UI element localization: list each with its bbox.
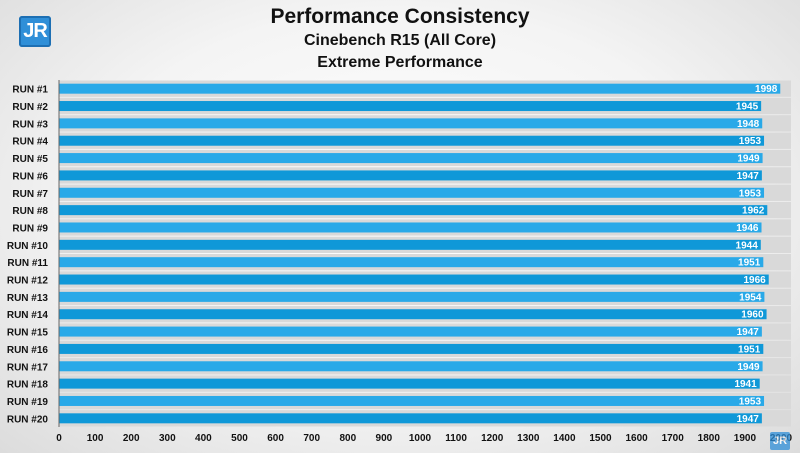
x-tick-label: 400 (195, 433, 212, 444)
jr-watermark: JR (770, 432, 790, 450)
x-tick-label: 1200 (481, 433, 504, 444)
chart-subtitle-mode: Extreme Performance (317, 54, 483, 71)
data-label: 1998 (755, 84, 778, 95)
data-label: 1947 (737, 171, 760, 182)
data-label: 1966 (743, 275, 766, 286)
bar (59, 309, 767, 320)
data-label: 1953 (739, 136, 762, 147)
x-tick-label: 1400 (553, 433, 576, 444)
category-label: RUN #19 (7, 397, 49, 408)
category-label: RUN #12 (7, 276, 49, 287)
x-tick-label: 200 (123, 433, 140, 444)
x-tick-label: 500 (231, 433, 248, 444)
category-label: RUN #17 (7, 362, 49, 373)
data-label: 1944 (736, 240, 759, 251)
bar (59, 343, 764, 354)
category-label: RUN #15 (7, 328, 49, 339)
category-label: RUN #5 (12, 154, 48, 165)
category-label: RUN #18 (7, 380, 49, 391)
data-label: 1945 (736, 102, 759, 113)
data-label: 1947 (737, 327, 760, 338)
x-tick-label: 700 (303, 433, 320, 444)
bar (59, 170, 762, 181)
x-tick-label: 1800 (698, 433, 721, 444)
bar (59, 291, 765, 302)
data-label: 1960 (741, 310, 764, 321)
data-label: 1948 (737, 119, 760, 130)
x-tick-label: 1500 (589, 433, 612, 444)
bar (59, 187, 765, 198)
data-label: 1951 (738, 344, 761, 355)
x-tick-label: 100 (87, 433, 104, 444)
category-label: RUN #8 (12, 206, 48, 217)
category-label: RUN #9 (12, 223, 48, 234)
x-tick-label: 800 (339, 433, 356, 444)
category-label: RUN #16 (7, 345, 49, 356)
x-tick-label: 1000 (409, 433, 432, 444)
data-label: 1953 (739, 396, 762, 407)
category-label: RUN #4 (12, 137, 48, 148)
bar (59, 395, 765, 406)
bar (59, 378, 760, 389)
x-tick-label: 300 (159, 433, 176, 444)
x-tick-label: 1900 (734, 433, 757, 444)
x-tick-label: 0 (56, 433, 62, 444)
x-tick-label: 1100 (445, 433, 467, 444)
bar (59, 274, 769, 285)
x-tick-label: 900 (376, 433, 393, 444)
jr-logo: JR (19, 16, 51, 47)
data-label: 1962 (742, 206, 765, 217)
x-tick-label: 1600 (625, 433, 648, 444)
category-label: RUN #3 (12, 119, 48, 130)
category-label: RUN #11 (7, 258, 48, 269)
bar (59, 83, 781, 94)
data-label: 1953 (739, 188, 762, 199)
bar (59, 326, 762, 337)
data-label: 1947 (737, 414, 760, 425)
chart-titles: Performance Consistency Cinebench R15 (A… (0, 4, 800, 74)
data-label: 1949 (737, 154, 760, 165)
data-label: 1951 (738, 258, 761, 269)
bar (59, 361, 763, 372)
data-label: 1941 (734, 379, 757, 390)
category-label: RUN #10 (7, 241, 49, 252)
chart-subtitle-benchmark: Cinebench R15 (All Core) (303, 32, 497, 49)
bar (59, 257, 764, 268)
x-tick-label: 1300 (517, 433, 540, 444)
bar (59, 118, 763, 129)
x-tick-label: 600 (267, 433, 284, 444)
bar (59, 153, 763, 164)
bar (59, 239, 761, 250)
bar (59, 222, 762, 233)
category-label: RUN #20 (7, 414, 49, 425)
data-label: 1954 (739, 292, 762, 303)
chart-title: Performance Consistency (270, 5, 530, 28)
bar (59, 101, 762, 112)
data-label: 1949 (737, 362, 760, 373)
category-label: RUN #2 (12, 102, 48, 113)
bar (59, 413, 762, 424)
category-label: RUN #7 (12, 189, 48, 200)
category-label: RUN #13 (7, 293, 49, 304)
data-label: 1946 (736, 223, 759, 234)
x-tick-label: 1700 (662, 433, 685, 444)
category-label: RUN #1 (12, 85, 48, 96)
bar (59, 135, 765, 146)
category-label: RUN #6 (12, 171, 48, 182)
category-label: RUN #14 (7, 310, 49, 321)
bar (59, 205, 768, 216)
